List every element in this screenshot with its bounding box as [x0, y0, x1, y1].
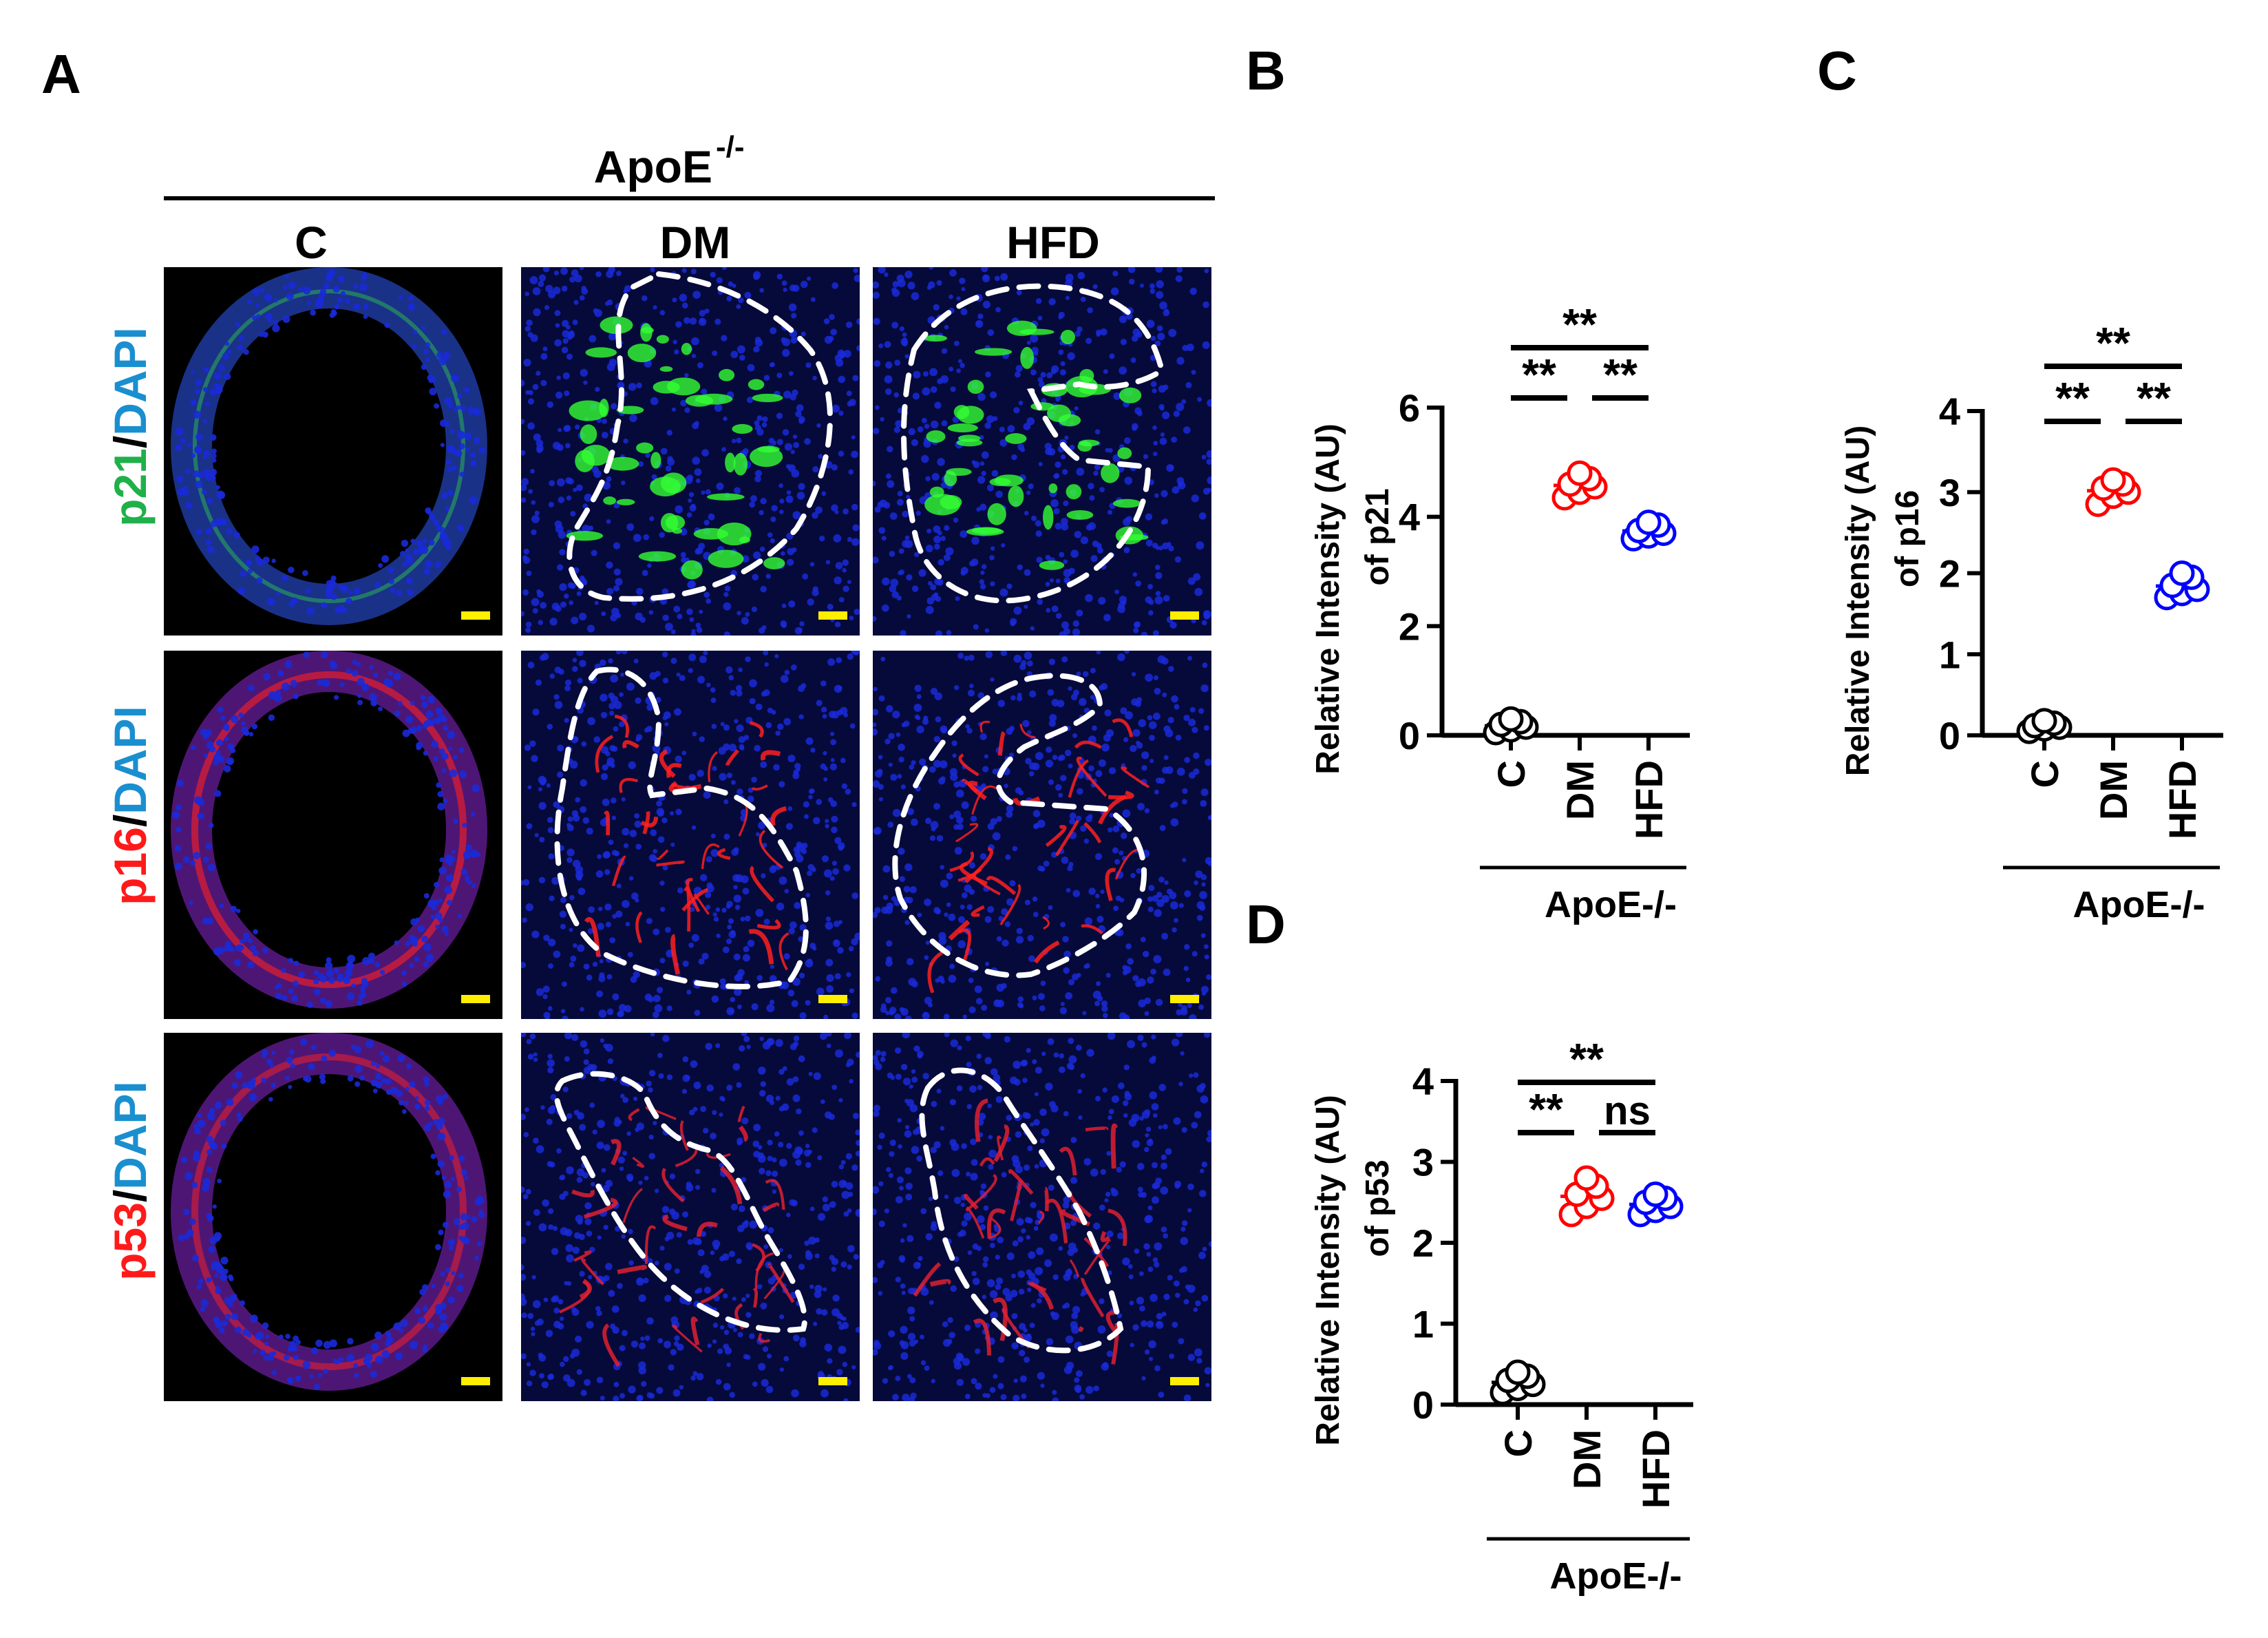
significance-label: **: [1603, 350, 1638, 399]
marker-p16: p16: [105, 827, 156, 905]
y-axis-label-2: of p21: [1359, 488, 1396, 585]
data-point-hfd: [1635, 510, 1662, 536]
y-axis-label: Relative Intensity (AU): [1310, 423, 1346, 774]
micrograph-grid: [164, 267, 1211, 1401]
x-tick-label: DM: [2092, 760, 2135, 820]
scale-bar: [1170, 1377, 1199, 1385]
y-tick-label: 1: [1412, 1303, 1434, 1346]
marker-p21: p21: [105, 448, 156, 527]
y-tick-label: 6: [1399, 386, 1420, 430]
x-tick-label: C: [1490, 760, 1533, 788]
chart-d-p53: 0 1 2 3 4 C DM HFD Relative Intensity (AU) of p53…: [1310, 1034, 1693, 1597]
x-tick-label: DM: [1558, 760, 1602, 820]
scale-bar: [1170, 995, 1199, 1003]
lesion-outline: [901, 283, 1165, 604]
panel-label-b: B: [1246, 40, 1286, 101]
y-tick-label: 2: [1939, 552, 1960, 596]
y-tick-label: 4: [1399, 496, 1420, 539]
column-label-hfd: HFD: [1006, 217, 1100, 268]
chart-c-p16: 0 1 2 3 4 C DM HFD Relative Intensity (AU) of p16…: [1840, 318, 2223, 925]
counterstain-dapi: DAPI: [105, 706, 156, 815]
micrograph-header: ApoE -/- C DM HFD: [164, 130, 1215, 268]
counterstain-dapi: DAPI: [105, 327, 156, 436]
data-point-c: [2031, 708, 2057, 734]
micrograph-p16-hfd: [873, 651, 1211, 1019]
panel-label-a: A: [41, 43, 81, 105]
y-tick-label: 2: [1412, 1221, 1434, 1265]
lesion-outline: [553, 1071, 807, 1333]
genotype-superscript: -/-: [716, 130, 745, 164]
significance-label: **: [1522, 350, 1556, 399]
micrograph-p21-dm: [521, 267, 860, 636]
significance-label: **: [2137, 373, 2171, 423]
panel-label-d: D: [1246, 894, 1286, 955]
chart-b-p21: 0 2 4 6 C DM HFD Relative Intensity (AU) of p21 A…: [1310, 300, 1690, 925]
data-point-hfd: [2169, 560, 2195, 586]
data-point-hfd: [1642, 1182, 1668, 1207]
counterstain-dapi: DAPI: [105, 1081, 156, 1190]
micrograph-p16-c: [164, 651, 502, 1019]
y-axis-label: Relative Intensity (AU): [1310, 1095, 1346, 1445]
group-label: ApoE-/-: [2073, 884, 2205, 925]
lesion-outline: [892, 673, 1147, 978]
genotype-label: ApoE: [594, 141, 712, 192]
row-label-p16: p16/DAPI: [105, 706, 156, 905]
y-tick-label: 3: [1939, 471, 1960, 514]
marker-p53: p53: [105, 1202, 156, 1281]
data-point-c: [1505, 1359, 1531, 1385]
row-label-p21: p21/DAPI: [105, 327, 156, 527]
x-tick-label: HFD: [1634, 1429, 1677, 1509]
y-tick-label: 1: [1939, 633, 1960, 676]
significance-label: ns: [1604, 1089, 1651, 1133]
group-label: ApoE-/-: [1550, 1555, 1682, 1597]
y-axis-label-2: of p16: [1889, 490, 1926, 587]
lesion-outline: [566, 271, 833, 602]
x-tick-label: C: [2023, 760, 2066, 788]
column-label-dm: DM: [660, 217, 731, 268]
micrograph-p21-hfd: [873, 267, 1211, 636]
data-point-dm: [1567, 460, 1593, 486]
scale-bar: [1170, 611, 1199, 620]
y-tick-label: 0: [1939, 714, 1960, 757]
scale-bar: [818, 1377, 847, 1385]
micrograph-p21-c: [164, 267, 502, 636]
scale-bar: [818, 995, 847, 1003]
y-tick-label: 4: [1412, 1060, 1434, 1103]
group-label: ApoE-/-: [1545, 884, 1677, 925]
x-tick-label: HFD: [1627, 760, 1671, 839]
micrograph-p16-dm: [521, 651, 860, 1019]
y-axis-label-2: of p53: [1359, 1159, 1396, 1257]
y-tick-label: 3: [1412, 1141, 1434, 1184]
significance-label: **: [1562, 300, 1597, 349]
scale-bar: [461, 995, 490, 1003]
scale-bar: [818, 611, 847, 620]
y-axis-label: Relative Intensity (AU): [1840, 426, 1876, 776]
data-point-dm: [1573, 1165, 1600, 1191]
significance-label: **: [1569, 1034, 1604, 1084]
y-tick-label: 4: [1939, 390, 1960, 433]
micrograph-p53-c: [164, 1033, 502, 1401]
x-tick-label: DM: [1565, 1429, 1609, 1489]
row-label-p53: p53/DAPI: [105, 1081, 156, 1281]
micrograph-p53-hfd: [873, 1033, 1211, 1401]
y-tick-label: 0: [1412, 1383, 1434, 1427]
micrograph-p53-dm: [521, 1033, 860, 1401]
y-tick-label: 2: [1399, 605, 1420, 648]
scale-bar: [461, 611, 490, 620]
column-label-c: C: [295, 217, 328, 268]
x-tick-label: HFD: [2161, 760, 2204, 839]
data-point-dm: [2100, 467, 2126, 493]
scale-bar: [461, 1377, 490, 1385]
row-labels: p21/DAPI p16/DAPI p53/DAPI: [105, 327, 156, 1281]
lesion-outline: [919, 1067, 1124, 1354]
significance-label: **: [1529, 1084, 1563, 1134]
y-tick-label: 0: [1399, 714, 1420, 757]
x-tick-label: C: [1496, 1429, 1540, 1457]
significance-label: **: [2055, 373, 2090, 423]
lesion-outline: [554, 666, 809, 989]
panel-label-c: C: [1817, 40, 1857, 101]
significance-label: **: [2096, 318, 2130, 368]
data-point-c: [1498, 706, 1524, 732]
